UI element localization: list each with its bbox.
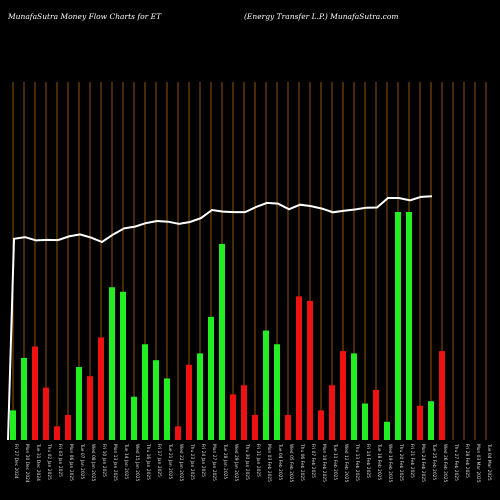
x-tick-label: Tue 28 Jan 2025 xyxy=(222,443,228,479)
money-flow-bar xyxy=(406,212,412,440)
money-flow-bar xyxy=(428,401,434,440)
x-tick-label: Fri 28 Feb 2025 xyxy=(464,444,470,478)
x-tick-label: Tue 11 Feb 2025 xyxy=(332,443,338,480)
x-tick-label: Fri 07 Feb 2025 xyxy=(310,444,316,478)
money-flow-bar xyxy=(252,414,258,440)
x-tick-label: Wed 26 Feb 2025 xyxy=(442,444,448,482)
money-flow-bar xyxy=(197,353,203,440)
money-flow-bar xyxy=(362,403,368,440)
x-tick-label: Thu 02 Jan 2025 xyxy=(46,443,52,480)
x-tick-label: Thu 06 Feb 2025 xyxy=(299,443,305,481)
money-flow-bar xyxy=(318,410,324,440)
x-tick-label: Wed 08 Jan 2025 xyxy=(90,444,96,481)
money-flow-bar xyxy=(417,405,423,440)
money-flow-bar xyxy=(186,364,192,440)
money-flow-bar xyxy=(329,385,335,440)
money-flow-bar xyxy=(274,344,280,440)
chart-header-right: (Energy Transfer L.P.) MunafaSutra.com xyxy=(244,12,399,21)
x-tick-label: Tue 04 Feb 2025 xyxy=(277,443,283,480)
x-tick-label: Tue 14 Jan 2025 xyxy=(123,443,129,479)
money-flow-bar xyxy=(230,394,236,440)
x-tick-label: Fri 17 Jan 2025 xyxy=(156,444,162,477)
x-tick-label: Wed 22 Jan 2025 xyxy=(178,444,184,481)
x-tick-label: Fri 27 Dec 2024 xyxy=(13,444,19,479)
money-flow-bar xyxy=(351,353,357,440)
x-tick-label: Mon 27 Jan 2025 xyxy=(211,444,217,481)
money-flow-bar xyxy=(142,344,148,440)
price-line-group xyxy=(7,195,433,441)
x-tick-label: Tue 04 Mar 2025 xyxy=(486,443,492,481)
money-flow-bar xyxy=(54,426,60,440)
money-flow-bar xyxy=(109,287,115,440)
x-tick-label: Wed 05 Feb 2025 xyxy=(288,444,294,482)
money-flow-bar xyxy=(219,243,225,440)
x-tick-label: Thu 20 Feb 2025 xyxy=(398,443,404,481)
x-tick-label: Mon 03 Feb 2025 xyxy=(266,444,272,482)
x-tick-label: Wed 29 Jan 2025 xyxy=(233,444,239,481)
x-tick-label: Mon 06 Jan 2025 xyxy=(68,444,74,481)
money-flow-bar xyxy=(153,360,159,440)
money-flow-bar xyxy=(87,376,93,440)
x-tick-label: Tue 07 Jan 2025 xyxy=(79,443,85,479)
money-flow-bar xyxy=(263,330,269,440)
money-flow-bar xyxy=(131,396,137,440)
money-flow-bar xyxy=(296,296,302,440)
x-axis-tick-labels: Fri 27 Dec 2024 Mon 30 Dec 2024 Tue 31 Dec… xyxy=(13,443,492,483)
x-tick-label: Thu 13 Feb 2025 xyxy=(354,443,360,481)
x-tick-label: Wed 12 Feb 2025 xyxy=(343,444,349,482)
x-tick-label: Tue 31 Dec 2024 xyxy=(35,443,41,481)
money-flow-bar xyxy=(439,351,445,440)
x-tick-label: Tue 18 Feb 2025 xyxy=(376,443,382,480)
x-tick-label: Thu 27 Feb 2025 xyxy=(453,443,459,481)
vertical-gridlines xyxy=(12,82,487,440)
money-flow-bar xyxy=(373,389,379,440)
x-tick-label: Thu 30 Jan 2025 xyxy=(244,443,250,480)
x-tick-label: Mon 24 Feb 2025 xyxy=(420,444,426,482)
money-flow-bar xyxy=(285,414,291,440)
money-flow-bar xyxy=(340,351,346,440)
x-tick-label: Tue 25 Feb 2025 xyxy=(431,443,437,480)
x-tick-label: Fri 24 Jan 2025 xyxy=(200,444,206,477)
money-flow-bar xyxy=(384,421,390,440)
chart-header-left: MunafaSutra Money Flow Charts for ET xyxy=(8,12,162,21)
x-tick-label: Mon 10 Feb 2025 xyxy=(321,444,327,482)
x-tick-label: Mon 13 Jan 2025 xyxy=(112,444,118,481)
x-tick-label: Fri 21 Feb 2025 xyxy=(409,444,415,478)
money-flow-bar xyxy=(395,212,401,440)
x-tick-label: Thu 16 Jan 2025 xyxy=(145,443,151,480)
money-flow-bar xyxy=(98,337,104,440)
x-tick-label: Fri 14 Feb 2025 xyxy=(365,444,371,478)
x-tick-label: Thu 23 Jan 2025 xyxy=(189,443,195,480)
money-flow-bar xyxy=(21,357,27,440)
money-flow-bar xyxy=(76,367,82,440)
money-flow-bar xyxy=(32,346,38,440)
x-tick-label: Tue 21 Jan 2025 xyxy=(167,443,173,479)
money-flow-bar xyxy=(307,300,313,440)
money-flow-bar xyxy=(208,316,214,440)
x-tick-label: Mon 03 Mar 2025 xyxy=(475,444,481,483)
x-tick-label: Mon 30 Dec 2024 xyxy=(24,444,30,483)
x-tick-label: Wed 19 Feb 2025 xyxy=(387,444,393,482)
x-tick-label: Wed 15 Jan 2025 xyxy=(134,444,140,481)
money-flow-bar xyxy=(10,410,16,440)
money-flow-bar xyxy=(164,378,170,440)
money-flow-bar xyxy=(120,291,126,440)
x-tick-label: Fri 03 Jan 2025 xyxy=(57,444,63,477)
money-flow-bar xyxy=(65,414,71,440)
money-flow-bar xyxy=(175,426,181,440)
x-tick-label: Fri 31 Jan 2025 xyxy=(255,444,261,477)
price-line xyxy=(7,195,433,441)
x-tick-label: Fri 10 Jan 2025 xyxy=(101,444,107,477)
money-flow-bar xyxy=(43,387,49,440)
money-flow-bars xyxy=(10,212,445,440)
money-flow-bar xyxy=(241,385,247,440)
